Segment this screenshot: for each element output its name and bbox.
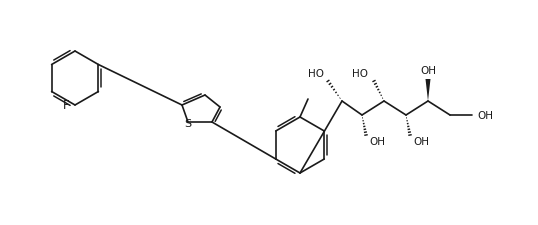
Text: HO: HO <box>352 69 368 79</box>
Text: OH: OH <box>420 66 436 76</box>
Text: S: S <box>185 119 192 128</box>
Text: OH: OH <box>477 110 493 120</box>
Text: OH: OH <box>413 136 429 146</box>
Polygon shape <box>426 80 430 101</box>
Text: HO: HO <box>308 69 324 79</box>
Text: F: F <box>63 99 69 112</box>
Text: OH: OH <box>369 136 385 146</box>
